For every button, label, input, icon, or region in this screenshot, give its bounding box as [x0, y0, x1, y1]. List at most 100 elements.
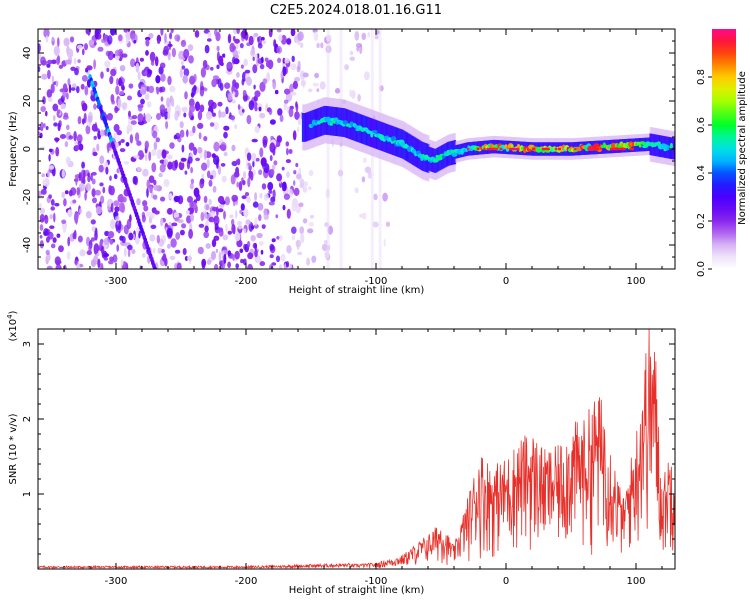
noise-blob [308, 186, 312, 191]
noise-blob [151, 149, 157, 156]
noise-blob [183, 48, 190, 59]
signal-band [301, 97, 675, 182]
noise-blob [134, 236, 140, 245]
noise-blob [257, 43, 263, 49]
noise-blob [235, 159, 239, 165]
noise-blob [181, 106, 188, 113]
noise-blob [99, 129, 105, 137]
noise-blob [82, 48, 85, 56]
noise-blob [169, 142, 175, 149]
noise-blob [290, 91, 297, 96]
noise-blob [43, 228, 49, 237]
noise-blob [45, 249, 50, 255]
y-tick-label: -40 [22, 237, 33, 253]
peak-mark [483, 147, 486, 151]
noise-blob [236, 29, 240, 34]
noise-blob [149, 51, 156, 62]
noise-blob [167, 43, 173, 48]
noise-blob [58, 245, 64, 253]
noise-blob [67, 78, 71, 86]
noise-blob [234, 38, 240, 44]
noise-blob [357, 94, 361, 102]
noise-blob [362, 157, 367, 164]
noise-blob [260, 157, 267, 167]
noise-blob [293, 187, 300, 196]
noise-blob [39, 235, 43, 239]
noise-blob [135, 132, 140, 143]
noise-blob [254, 101, 258, 112]
noise-blob [258, 241, 264, 246]
noise-blob [109, 256, 114, 262]
noise-blob [158, 172, 163, 178]
noise-blob [87, 115, 93, 123]
peak-mark [486, 147, 491, 151]
peak-mark [509, 147, 513, 151]
noise-blob [223, 151, 228, 157]
noise-blob [237, 104, 241, 110]
noise-blob [115, 223, 119, 232]
noise-blob [283, 99, 289, 104]
noise-blob [270, 168, 275, 176]
noise-blob [275, 255, 281, 263]
core-mark [510, 144, 514, 148]
noise-blob [126, 124, 133, 132]
noise-blob [47, 97, 53, 102]
noise-blob [269, 142, 276, 153]
noise-blob [197, 146, 203, 154]
noise-blob [168, 193, 173, 200]
noise-blob [110, 29, 116, 36]
noise-blob [227, 261, 232, 269]
y-tick-label: 40 [22, 47, 33, 60]
noise-blob [53, 122, 58, 127]
noise-blob [190, 178, 195, 185]
x-tick-label: -200 [235, 576, 258, 587]
noise-blob [257, 35, 263, 46]
noise-blob [92, 151, 98, 157]
noise-blob [154, 210, 160, 215]
noise-blob [259, 112, 266, 119]
noise-blob [39, 224, 44, 231]
noise-blob [206, 38, 212, 42]
noise-blob [230, 174, 236, 185]
noise-blob [74, 213, 79, 223]
y-axis-label: SNR (10 * v/v) [8, 413, 19, 484]
core-mark [333, 117, 339, 122]
noise-blob [264, 57, 269, 62]
noise-blob [104, 60, 111, 68]
noise-blob [282, 186, 285, 192]
noise-blob [68, 84, 72, 94]
noise-blob [364, 166, 372, 174]
peak-mark [532, 147, 535, 151]
noise-blob [121, 53, 128, 58]
noise-blob [222, 234, 229, 241]
noise-blob [114, 49, 121, 57]
noise-blob [278, 264, 283, 269]
noise-blob [277, 108, 283, 116]
noise-blob [199, 104, 205, 113]
noise-blob [67, 236, 71, 247]
noise-blob [109, 239, 114, 245]
noise-blob [46, 236, 50, 243]
noise-blob [182, 248, 187, 255]
noise-blob [254, 53, 258, 59]
x-tick-label: -300 [105, 276, 128, 287]
noise-blob [51, 36, 55, 42]
noise-blob [237, 220, 242, 226]
noise-blob [288, 149, 293, 154]
noise-blob [85, 183, 92, 192]
noise-blob [150, 60, 155, 66]
noise-blob [197, 122, 204, 129]
y-multiplier-label: (x104) [6, 310, 19, 341]
noise-blob [246, 114, 252, 125]
noise-blob [292, 130, 297, 141]
noise-blob [382, 192, 388, 202]
noise-blob [120, 81, 124, 90]
x-axis-label: Height of straight line (km) [289, 285, 425, 296]
noise-blob [128, 232, 134, 241]
noise-blob [38, 66, 41, 73]
noise-blob [123, 247, 127, 257]
noise-blob [232, 254, 235, 261]
noise-blob [66, 251, 71, 260]
noise-blob [190, 166, 194, 174]
noise-blob [181, 65, 186, 70]
